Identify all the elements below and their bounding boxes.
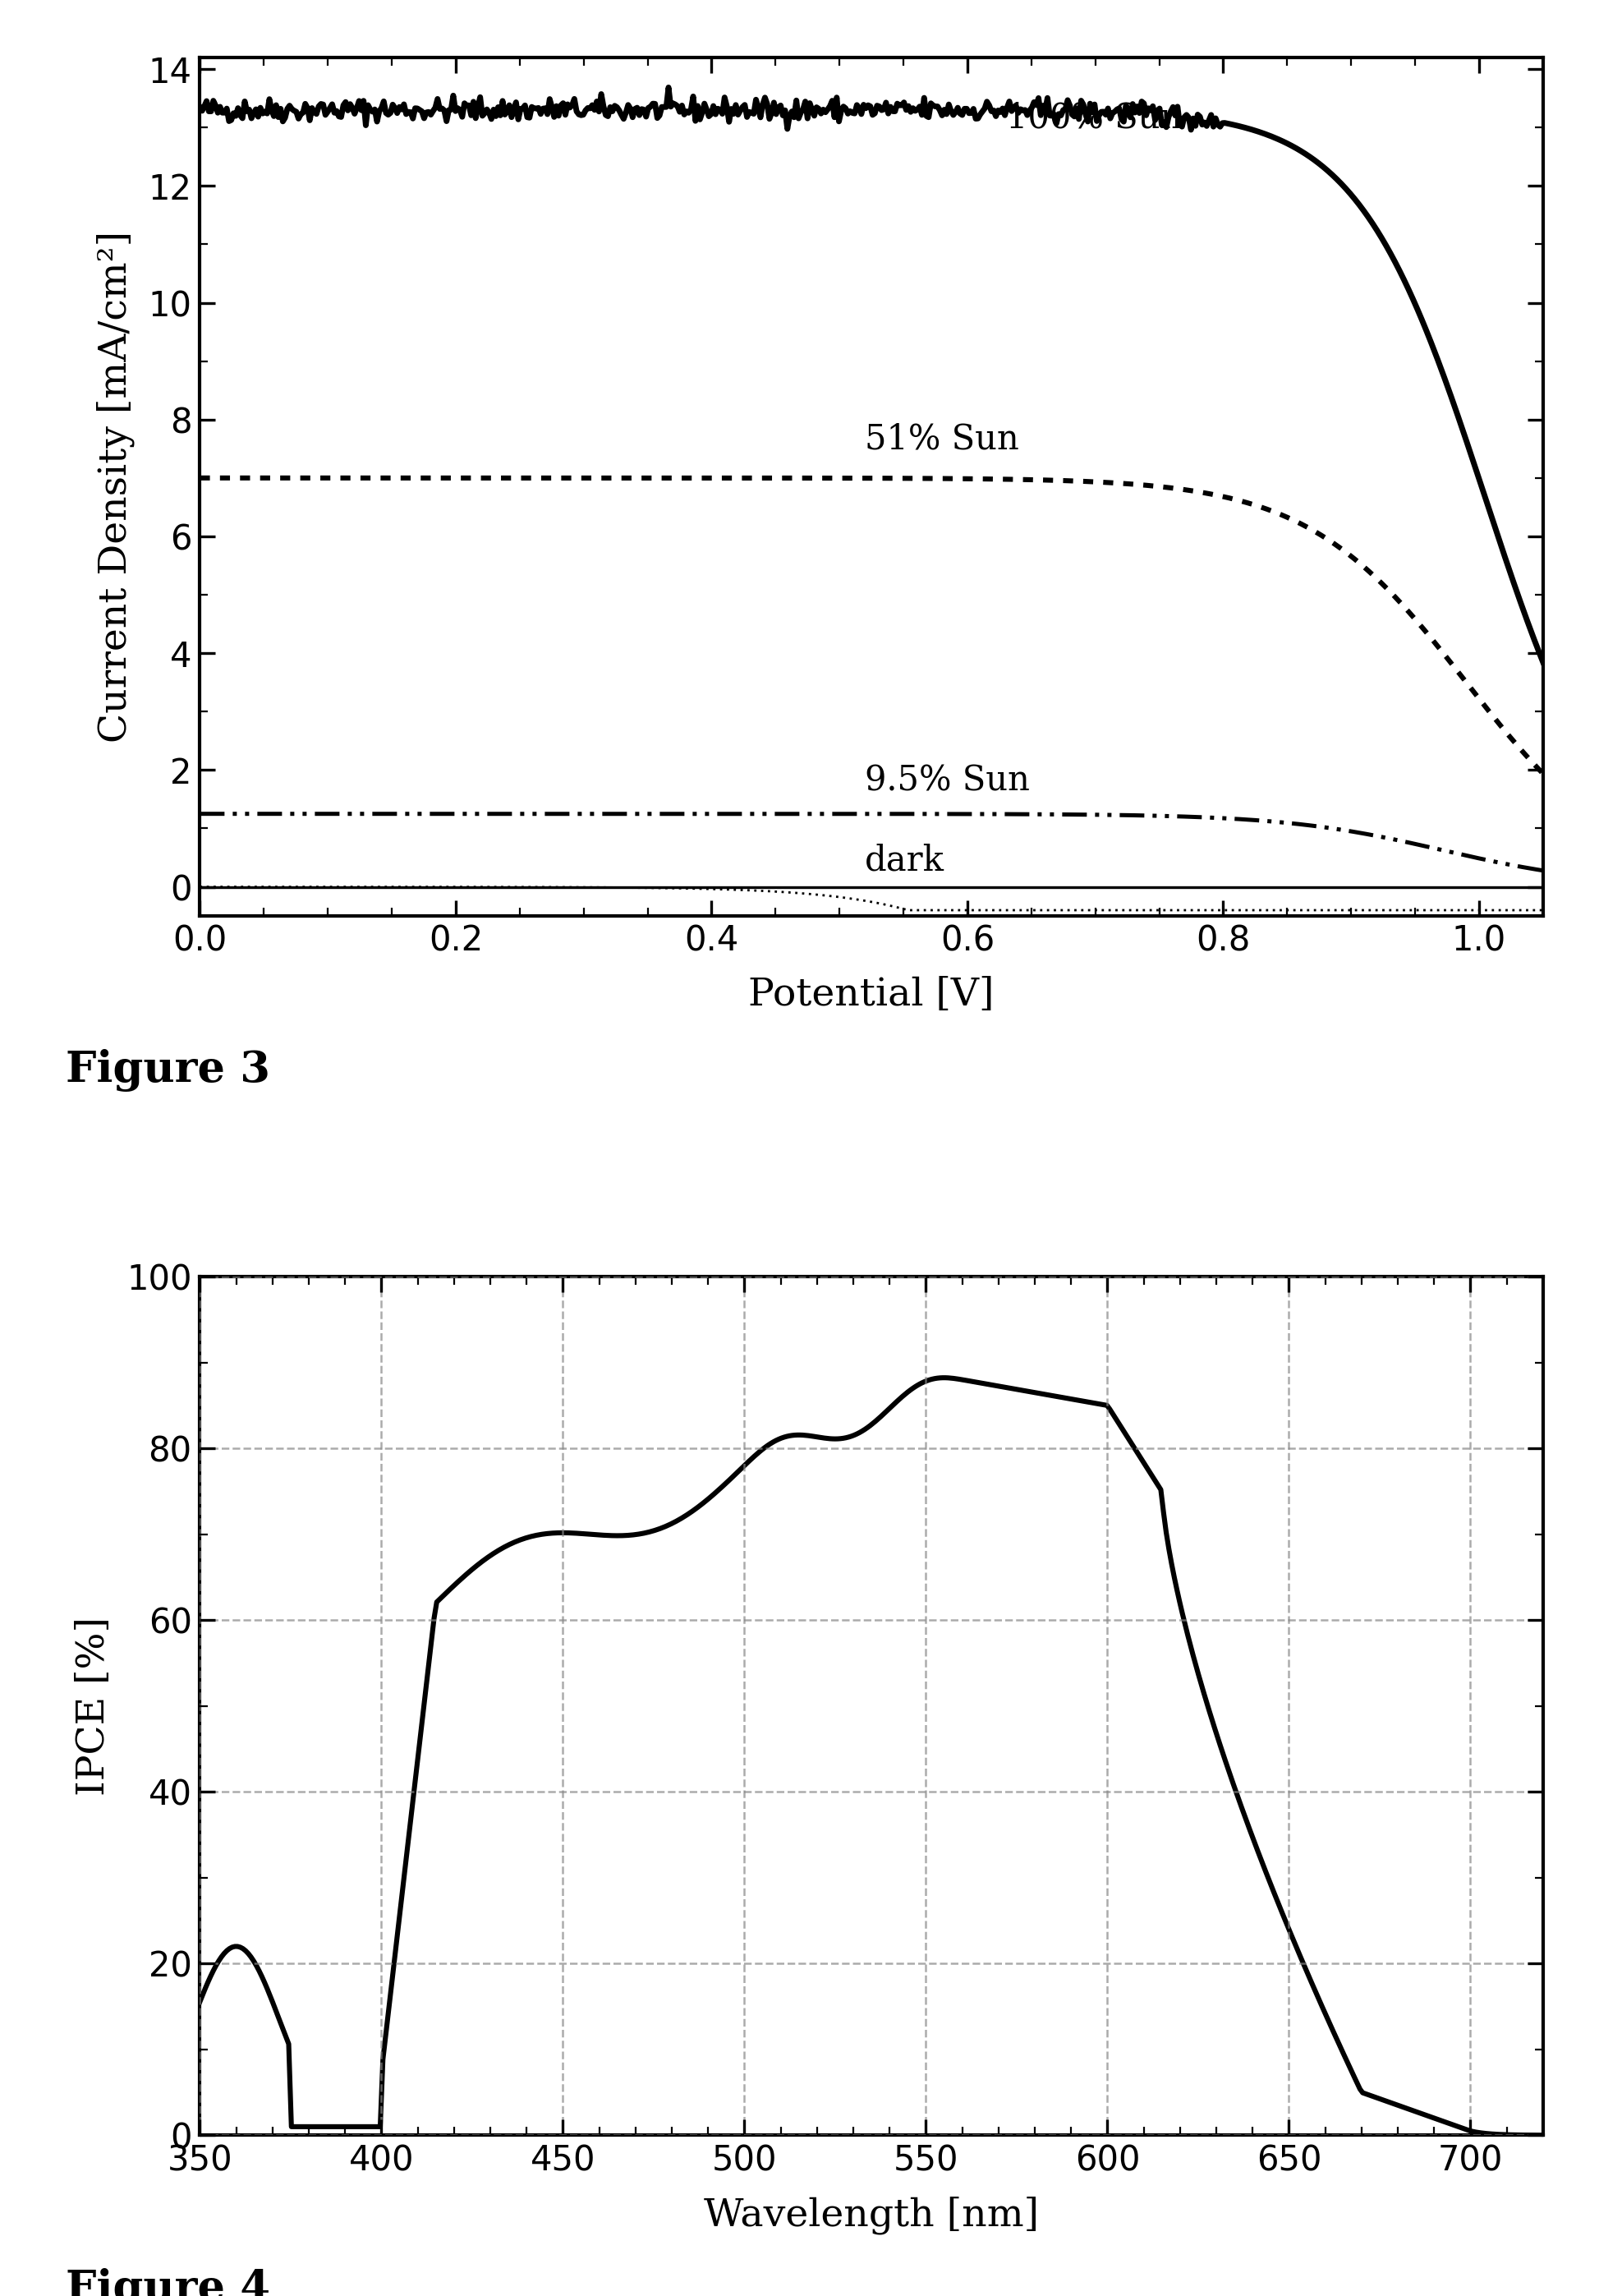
Text: dark: dark [865, 843, 945, 877]
Text: 100% Sun: 100% Sun [1006, 101, 1182, 135]
Y-axis label: IPCE [%]: IPCE [%] [75, 1616, 114, 1795]
Text: Figure 4: Figure 4 [66, 2268, 270, 2296]
Y-axis label: Current Density [mA/cm²]: Current Density [mA/cm²] [96, 232, 134, 742]
X-axis label: Potential [V]: Potential [V] [748, 976, 995, 1015]
Text: 9.5% Sun: 9.5% Sun [865, 762, 1030, 797]
Text: Figure 3: Figure 3 [66, 1049, 270, 1093]
Text: 51% Sun: 51% Sun [865, 422, 1019, 457]
X-axis label: Wavelength [nm]: Wavelength [nm] [704, 2195, 1039, 2234]
